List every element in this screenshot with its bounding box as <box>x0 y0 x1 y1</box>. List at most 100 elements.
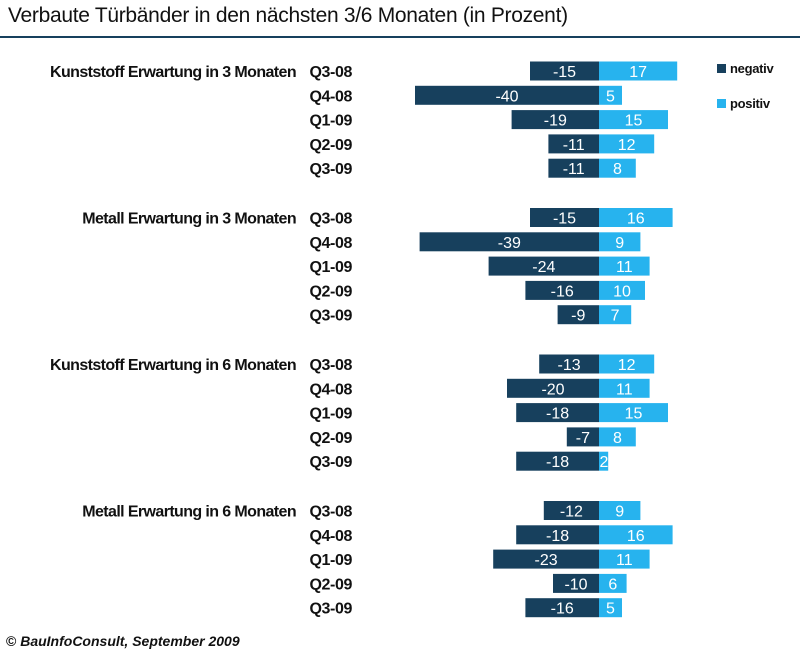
bar-positive <box>599 158 636 178</box>
period-label: Q3-08 <box>310 211 353 228</box>
data-label-negative: -11 <box>563 161 585 178</box>
legend-label-negative: negativ <box>730 61 774 76</box>
data-label-positive: 12 <box>618 357 636 374</box>
data-label-negative: -39 <box>498 235 521 252</box>
legend-swatch-negative <box>717 64 726 73</box>
data-label-negative: -7 <box>576 430 590 447</box>
bar-positive <box>599 134 655 154</box>
period-label: Q3-09 <box>310 161 353 178</box>
bar-negative <box>530 61 599 81</box>
bar-negative <box>525 280 599 300</box>
bar-positive <box>599 110 668 130</box>
data-label-positive: 11 <box>616 381 633 398</box>
bar-positive <box>599 354 655 374</box>
bar-negative <box>525 598 599 618</box>
data-label-positive: 5 <box>606 88 615 105</box>
bar-negative <box>516 403 599 423</box>
bar-positive <box>599 85 622 105</box>
data-label-positive: 16 <box>627 528 645 545</box>
group-label-metall-erwartung-in-6-monaten: Metall Erwartung in 6 Monaten <box>82 504 296 521</box>
data-label-positive: 16 <box>627 211 645 228</box>
bar-negative <box>530 208 599 227</box>
bar-negative <box>415 85 599 105</box>
bar-positive <box>599 598 622 618</box>
bar-positive <box>599 305 632 325</box>
data-label-positive: 8 <box>613 430 622 447</box>
period-label: Q3-08 <box>310 357 353 374</box>
title-divider <box>0 36 800 38</box>
data-label-positive: 12 <box>618 137 636 154</box>
bar-negative <box>548 134 599 154</box>
data-label-negative: -9 <box>571 308 585 325</box>
data-label-negative: -18 <box>546 406 569 423</box>
chart-title: Verbaute Türbänder in den nächsten 3/6 M… <box>8 4 568 27</box>
period-label: Q3-09 <box>310 308 353 325</box>
period-label: Q3-09 <box>310 601 353 618</box>
bar-positive <box>599 549 650 569</box>
period-label: Q4-08 <box>310 381 353 398</box>
period-label: Q2-09 <box>310 430 353 447</box>
bar-positive <box>599 573 627 593</box>
data-label-negative: -40 <box>495 88 518 105</box>
bar-positive <box>599 208 673 227</box>
data-label-positive: 6 <box>608 576 617 593</box>
bar-positive <box>599 525 673 545</box>
data-label-negative: -20 <box>541 381 564 398</box>
data-label-positive: 10 <box>613 283 631 300</box>
bar-negative <box>548 158 599 178</box>
bar-negative <box>557 305 599 325</box>
data-label-negative: -10 <box>564 576 587 593</box>
bar-negative <box>419 232 599 252</box>
data-label-positive: 15 <box>625 406 643 423</box>
group-label-metall-erwartung-in-3-monaten: Metall Erwartung in 3 Monaten <box>82 211 296 228</box>
data-label-positive: 11 <box>616 552 633 569</box>
data-label-negative: -16 <box>551 601 574 618</box>
bar-positive <box>599 378 650 398</box>
period-label: Q1-09 <box>310 113 353 130</box>
data-label-negative: -18 <box>546 454 569 471</box>
period-label: Q2-09 <box>310 137 353 154</box>
period-label: Q1-09 <box>310 406 353 423</box>
period-label: Q1-09 <box>310 259 353 276</box>
data-label-positive: 9 <box>615 235 624 252</box>
copyright-symbol: © <box>6 633 17 649</box>
group-label-kunststoff-erwartung-in-3-monaten: Kunststoff Erwartung in 3 Monaten <box>50 64 296 81</box>
group-label-kunststoff-erwartung-in-6-monaten: Kunststoff Erwartung in 6 Monaten <box>50 357 296 374</box>
data-label-positive: 5 <box>606 601 615 618</box>
legend-swatch-positive <box>717 99 726 108</box>
bar-negative <box>507 378 599 398</box>
bar-positive <box>599 256 650 276</box>
data-label-negative: -12 <box>560 504 583 521</box>
bar-positive <box>599 280 645 300</box>
bar-negative <box>488 256 599 276</box>
legend-label-positive: positiv <box>730 96 771 111</box>
data-label-positive: 2 <box>600 454 609 471</box>
period-label: Q4-08 <box>310 235 353 252</box>
bar-negative <box>543 501 599 520</box>
footer-date: September 2009 <box>132 633 240 649</box>
period-label: Q1-09 <box>310 552 353 569</box>
data-label-positive: 15 <box>625 113 643 130</box>
period-label: Q2-09 <box>310 283 353 300</box>
data-label-positive: 8 <box>613 161 622 178</box>
bar-positive <box>599 501 641 520</box>
data-label-negative: -19 <box>544 113 567 130</box>
period-label: Q4-08 <box>310 528 353 545</box>
period-label: Q4-08 <box>310 88 353 105</box>
bar-negative <box>566 427 599 447</box>
data-label-negative: -23 <box>535 552 558 569</box>
data-label-positive: 11 <box>616 259 633 276</box>
data-label-negative: -16 <box>551 283 574 300</box>
bar-negative <box>516 451 599 471</box>
data-label-positive: 7 <box>611 308 620 325</box>
footer-source: BauInfoConsult, <box>20 633 129 649</box>
data-label-negative: -18 <box>546 528 569 545</box>
bar-positive <box>599 232 641 252</box>
data-label-negative: -15 <box>553 211 576 228</box>
period-label: Q3-08 <box>310 64 353 81</box>
data-label-negative: -11 <box>563 137 585 154</box>
bar-positive <box>599 403 668 423</box>
footer-credit: © BauInfoConsult, September 2009 <box>6 633 240 649</box>
period-label: Q3-08 <box>310 504 353 521</box>
